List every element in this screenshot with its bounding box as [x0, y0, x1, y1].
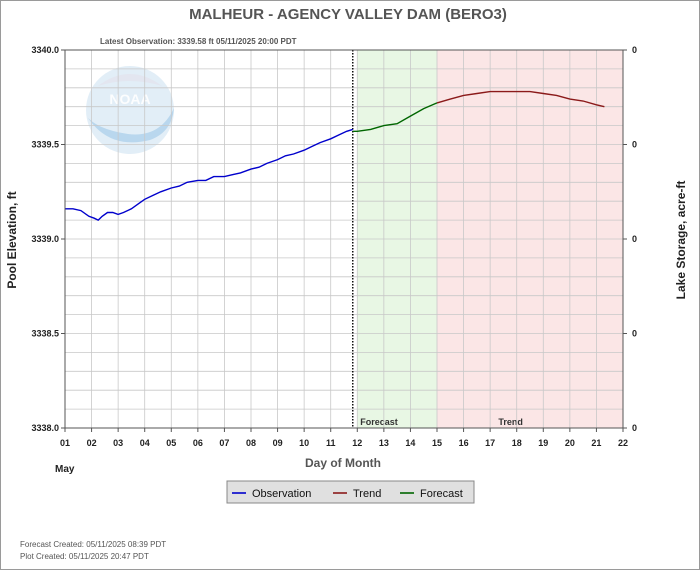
legend: Observation Trend Forecast [226, 480, 475, 504]
x-axis-label: Day of Month [305, 456, 381, 470]
y-tick-label: 3339.0 [31, 234, 59, 244]
y-tick-label: 3338.5 [31, 329, 59, 339]
x-tick-label: 16 [459, 438, 469, 448]
noaa-logo: NOAA [86, 66, 174, 154]
logo-text: NOAA [109, 91, 150, 107]
x-tick-label: 18 [512, 438, 522, 448]
logo-wave [88, 108, 174, 143]
y-tick-label: 3338.0 [31, 423, 59, 433]
x-tick-label: 09 [273, 438, 283, 448]
series-layer [65, 90, 605, 221]
y2-tick-label: 0 [632, 329, 637, 339]
chart-title: MALHEUR - AGENCY VALLEY DAM (BERO3) [189, 6, 507, 23]
grid-layer [64, 49, 624, 429]
x-tick-label: 17 [485, 438, 495, 448]
x-tick-label: 19 [538, 438, 548, 448]
x-tick-label: 06 [193, 438, 203, 448]
y2-tick-label: 0 [632, 234, 637, 244]
x-tick-label: 15 [432, 438, 442, 448]
legend-label-observation: Observation [252, 488, 311, 500]
axes-layer: 01 02 03 04 05 06 07 08 09 10 11 12 13 14 15 16 17 18 19 20… [31, 45, 637, 448]
logo-gull [98, 74, 162, 86]
forecast-region-label: Forecast [360, 417, 398, 427]
legend-label-forecast: Forecast [420, 488, 463, 500]
series-line-trend [436, 90, 605, 108]
chart-subtitle: Latest Observation: 3339.58 ft 05/11/202… [100, 37, 297, 46]
x-tick-label: 10 [299, 438, 309, 448]
x-tick-label: 01 [60, 438, 70, 448]
y2-tick-label: 0 [632, 45, 637, 55]
x-tick-label: 22 [618, 438, 628, 448]
x-tick-label: 07 [219, 438, 229, 448]
legend-label-trend: Trend [353, 488, 381, 500]
x-tick-label: 04 [140, 438, 150, 448]
series-line-forecast [352, 102, 438, 133]
x-tick-label: 12 [352, 438, 362, 448]
x-tick-label: 21 [591, 438, 601, 448]
series-line-observation [65, 128, 354, 221]
y-tick-label: 3340.0 [31, 45, 59, 55]
x-tick-label: 11 [326, 438, 336, 448]
y-axis-label: Pool Elevation, ft [5, 191, 19, 288]
x-month-label: May [55, 464, 75, 475]
y2-tick-label: 0 [632, 423, 637, 433]
plot-created-text: Plot Created: 05/11/2025 20:47 PDT [20, 552, 149, 561]
x-tick-label: 08 [246, 438, 256, 448]
x-tick-label: 02 [87, 438, 97, 448]
forecast-created-text: Forecast Created: 05/11/2025 08:39 PDT [20, 540, 167, 549]
y-tick-label: 3339.5 [31, 140, 59, 150]
x-tick-label: 03 [113, 438, 123, 448]
y2-axis-label: Lake Storage, acre-ft [674, 181, 688, 300]
trend-region-label: Trend [498, 417, 523, 427]
x-tick-label: 13 [379, 438, 389, 448]
x-tick-label: 14 [405, 438, 415, 448]
y2-tick-label: 0 [632, 140, 637, 150]
x-tick-label: 20 [565, 438, 575, 448]
x-tick-label: 05 [166, 438, 176, 448]
